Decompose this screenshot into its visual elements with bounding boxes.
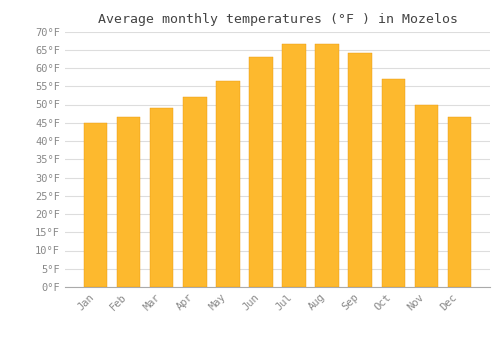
Bar: [382, 79, 404, 287]
Bar: [282, 44, 306, 287]
Bar: [150, 108, 174, 287]
Bar: [184, 97, 206, 287]
Bar: [250, 57, 272, 287]
Bar: [414, 105, 438, 287]
Bar: [348, 54, 372, 287]
Bar: [216, 81, 240, 287]
Bar: [316, 44, 338, 287]
Bar: [118, 117, 141, 287]
Title: Average monthly temperatures (°F ) in Mozelos: Average monthly temperatures (°F ) in Mo…: [98, 13, 458, 26]
Bar: [448, 117, 470, 287]
Bar: [84, 123, 108, 287]
